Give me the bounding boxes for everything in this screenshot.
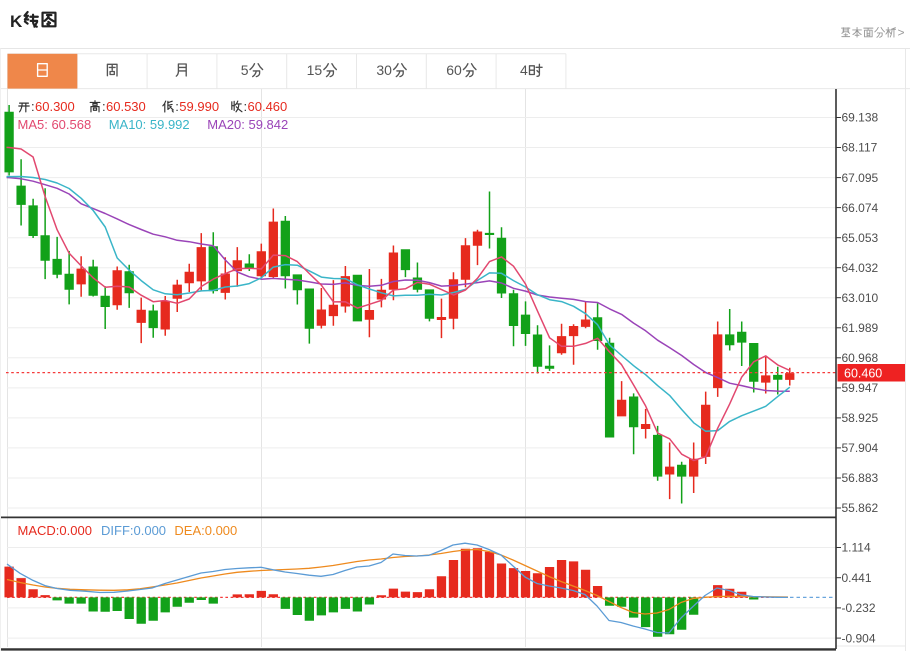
svg-text:69.138: 69.138	[842, 111, 879, 125]
svg-text:DEA:0.000: DEA:0.000	[174, 523, 237, 538]
svg-text::: :	[175, 99, 179, 114]
svg-text::: :	[31, 99, 35, 114]
svg-text:67.095: 67.095	[842, 171, 879, 185]
svg-text:59.990: 59.990	[179, 99, 219, 114]
svg-text:5: 5	[241, 62, 249, 78]
svg-text::: :	[244, 99, 248, 114]
svg-text:60.460: 60.460	[844, 367, 882, 381]
svg-text:55.862: 55.862	[842, 501, 879, 515]
svg-text:57.904: 57.904	[842, 441, 879, 455]
svg-text:58.925: 58.925	[842, 411, 879, 425]
svg-text:60.300: 60.300	[35, 99, 75, 114]
svg-text:4: 4	[520, 62, 528, 78]
svg-text:56.883: 56.883	[842, 471, 879, 485]
svg-text:60: 60	[446, 62, 462, 78]
svg-text:MA20: 59.842: MA20: 59.842	[207, 117, 288, 132]
svg-text::: :	[102, 99, 106, 114]
svg-text:MA10: 59.992: MA10: 59.992	[109, 117, 190, 132]
svg-text:-0.904: -0.904	[842, 631, 876, 645]
svg-text:64.032: 64.032	[842, 261, 879, 275]
svg-text:1.114: 1.114	[842, 541, 871, 555]
svg-text:MACD:0.000: MACD:0.000	[18, 523, 92, 538]
svg-text:15: 15	[307, 62, 323, 78]
svg-text:59.947: 59.947	[842, 381, 879, 395]
svg-text:66.074: 66.074	[842, 201, 879, 215]
svg-text:-0.232: -0.232	[842, 601, 876, 615]
svg-text:68.117: 68.117	[842, 141, 878, 155]
svg-text:60.460: 60.460	[248, 99, 288, 114]
svg-text:MA5: 60.568: MA5: 60.568	[18, 117, 92, 132]
svg-text:30: 30	[376, 62, 392, 78]
svg-text:0.441: 0.441	[842, 571, 872, 585]
svg-text:60.530: 60.530	[106, 99, 146, 114]
svg-text:DIFF:0.000: DIFF:0.000	[101, 523, 166, 538]
svg-text:>: >	[898, 26, 905, 40]
svg-text:61.989: 61.989	[842, 321, 879, 335]
svg-text:63.010: 63.010	[842, 291, 879, 305]
svg-text:65.053: 65.053	[842, 231, 879, 245]
svg-text:60.968: 60.968	[842, 351, 879, 365]
svg-text:K: K	[10, 12, 23, 31]
